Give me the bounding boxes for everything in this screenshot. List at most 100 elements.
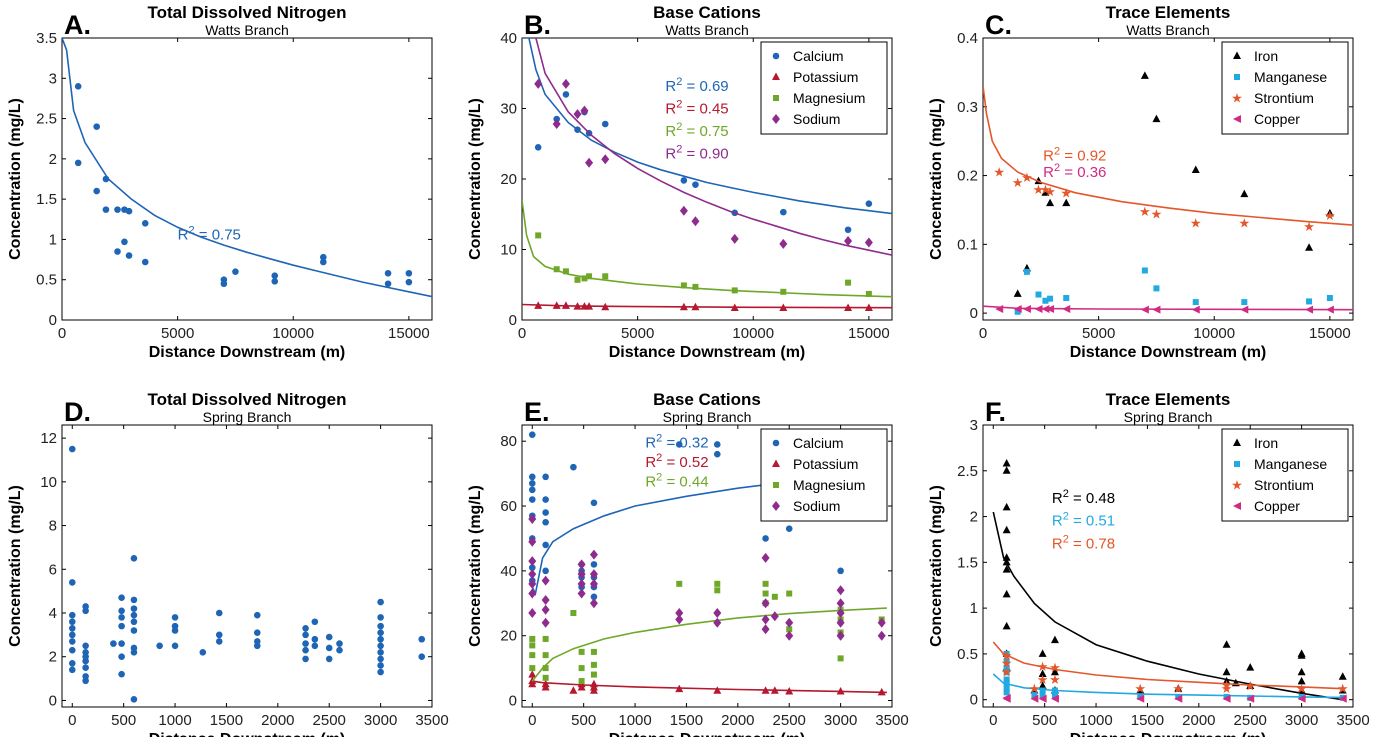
calcium-point	[528, 480, 536, 487]
sodium-point	[561, 78, 570, 89]
axes-box	[61, 424, 433, 708]
calcium-point	[570, 463, 577, 471]
iron-point	[1240, 189, 1249, 198]
magnesium-point	[578, 678, 585, 685]
magnesium-point	[542, 674, 549, 681]
x-axis-label: Distance Downstream (m)	[149, 344, 346, 361]
data-point	[130, 611, 138, 619]
iron-point	[1041, 188, 1050, 196]
data-point	[82, 607, 89, 615]
strontium-point: ★	[1244, 679, 1256, 694]
potassium-point	[877, 687, 886, 696]
data-point	[68, 638, 76, 645]
copper-point	[1022, 304, 1031, 313]
y-tick-label: 0.2	[957, 168, 978, 185]
data-point	[102, 206, 110, 213]
legend-marker	[772, 72, 780, 80]
x-tick-label: 15000	[1309, 325, 1351, 342]
sodium-fit-line	[535, 38, 892, 256]
x-tick-label: 2500	[313, 712, 346, 729]
x-axis-label: Distance Downstream (m)	[149, 731, 346, 737]
magnesium-point	[581, 275, 588, 282]
data-point	[215, 638, 223, 645]
calcium-point	[542, 509, 549, 516]
sodium-point	[675, 608, 684, 618]
manganese-point	[1035, 291, 1042, 298]
potassium-point	[779, 303, 788, 312]
panel-subtitle: Spring Branch	[1124, 409, 1213, 425]
data-point	[405, 278, 413, 286]
strontium-point: ★	[1044, 185, 1056, 200]
sodium-point	[836, 585, 845, 596]
x-tick-label: 3500	[875, 712, 908, 729]
strontium-fit-line	[983, 85, 1353, 226]
y-tick-label: 1	[970, 600, 978, 617]
strontium-point: ★	[1238, 217, 1250, 232]
iron-point	[1325, 208, 1334, 217]
legend: Iron Manganese ★ Strontium Copper	[1221, 41, 1349, 135]
y-axis-label: Concentration (mg/L)	[467, 98, 484, 260]
y-tick-label: 20	[500, 628, 517, 645]
data-point	[68, 611, 76, 619]
y-tick-label: 0	[49, 692, 57, 709]
x-tick-label: 1500	[670, 712, 703, 729]
copper-point	[1038, 694, 1047, 703]
data-point	[93, 123, 100, 130]
iron-point	[1002, 621, 1011, 630]
iron-point	[1136, 686, 1145, 694]
data-point	[141, 258, 149, 266]
manganese-point	[1023, 268, 1030, 275]
data-point	[302, 625, 309, 632]
data-point	[311, 642, 319, 650]
iron-point	[1002, 502, 1011, 511]
iron-point	[1222, 667, 1231, 676]
calcium-point	[542, 567, 549, 575]
panel-title: Trace Elements	[1106, 3, 1231, 22]
potassium-point	[569, 686, 578, 694]
x-tick-label: 1000	[618, 712, 651, 729]
manganese-point	[1326, 294, 1333, 301]
copper-point	[1305, 305, 1314, 314]
data-point	[82, 657, 89, 665]
calcium-point	[680, 177, 688, 184]
panel-letter: F.	[985, 397, 1006, 427]
manganese-point	[1306, 298, 1313, 305]
axes-box	[982, 424, 1354, 708]
data-point	[141, 220, 149, 227]
x-tick-label: 15000	[848, 325, 890, 342]
calcium-point	[542, 473, 549, 481]
strontium-fit-line	[992, 641, 1343, 690]
panel-title: Total Dissolved Nitrogen	[148, 3, 347, 22]
legend-label: Magnesium	[793, 477, 865, 493]
panel-title: Base Cations	[653, 390, 761, 409]
x-tick-label: 1000	[1079, 712, 1112, 729]
data-point	[130, 555, 138, 562]
calcium-point	[534, 143, 542, 151]
copper-point	[1140, 305, 1149, 314]
copper-point	[1246, 694, 1255, 703]
potassium-point	[589, 686, 598, 694]
data-point	[102, 175, 110, 183]
potassium-fit-line	[522, 303, 892, 309]
iron-point	[1297, 667, 1306, 676]
magnesium-r2-label: R2 = 0.75	[665, 121, 728, 140]
sodium-point	[573, 109, 582, 120]
y-tick-label: 3	[970, 417, 978, 434]
legend-marker	[1233, 438, 1241, 446]
y-tick-label: 30	[500, 101, 517, 118]
y-tick-label: 0	[970, 692, 978, 709]
copper-point	[1002, 694, 1011, 703]
data-point	[156, 642, 163, 650]
sodium-point	[675, 614, 684, 625]
manganese-fit-line	[992, 673, 1343, 699]
magnesium-point	[590, 661, 597, 668]
sodium-point	[836, 617, 845, 628]
y-tick-label: 3.5	[36, 30, 57, 47]
magnesium-point	[529, 652, 536, 659]
manganese-point	[1241, 299, 1248, 306]
legend-marker	[772, 52, 780, 60]
magnesium-point	[680, 282, 687, 289]
y-tick-label: 20	[500, 171, 517, 188]
panel-subtitle: Spring Branch	[203, 409, 292, 425]
data-point	[68, 631, 76, 639]
